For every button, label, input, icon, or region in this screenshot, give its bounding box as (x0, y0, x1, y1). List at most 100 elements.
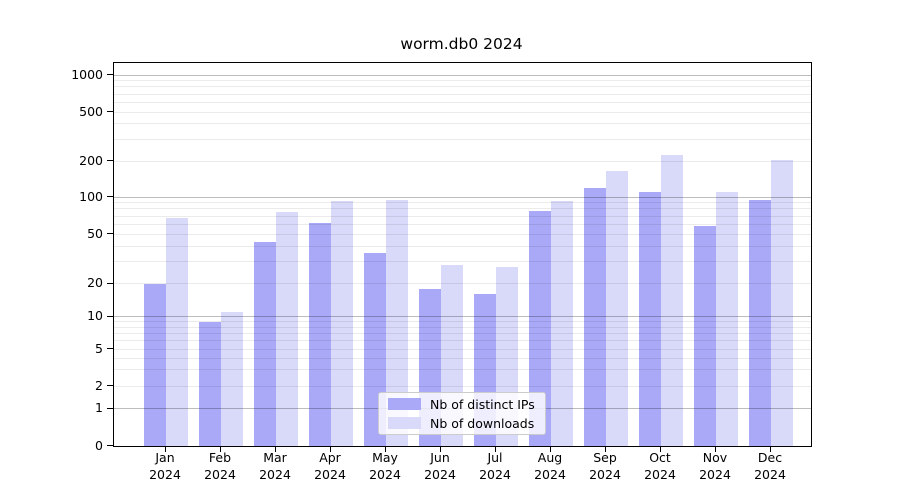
legend-label-distinct-ips: Nb of distinct IPs (430, 396, 535, 412)
x-axis-tick-label: Jul 2024 (479, 450, 511, 482)
x-axis-tick-label: Oct 2024 (644, 450, 676, 482)
x-axis-tick-mark (330, 446, 331, 452)
gridline-minor (114, 101, 811, 103)
gridline-minor (114, 321, 811, 323)
gridline-major (114, 74, 811, 76)
gridline-minor (114, 202, 811, 204)
gridline-minor (114, 111, 811, 113)
gridline-minor (114, 332, 811, 334)
legend-label-downloads: Nb of downloads (430, 415, 535, 431)
gridline-minor (114, 223, 811, 225)
x-axis-tick-mark (385, 446, 386, 452)
y-axis-tick-mark (107, 111, 113, 112)
gridline-minor (114, 138, 811, 140)
y-axis-tick-label: 0 (95, 437, 103, 453)
bar-distinct-ips (199, 321, 221, 446)
gridline-minor (114, 348, 811, 350)
x-axis-tick-mark (440, 446, 441, 452)
bar-downloads (661, 154, 683, 446)
x-axis-tick-mark (165, 446, 166, 452)
y-axis-tick-mark (107, 315, 113, 317)
y-axis-tick-label: 2 (95, 377, 103, 393)
y-axis-tick-mark (107, 385, 113, 386)
bar-distinct-ips (254, 242, 276, 446)
y-axis-tick-mark (107, 196, 113, 197)
bar-distinct-ips (144, 283, 166, 446)
gridline-minor (114, 86, 811, 88)
bar-downloads (276, 212, 298, 446)
gridline-minor (114, 80, 811, 82)
x-axis-tick-label: Jun 2024 (424, 450, 456, 482)
x-axis-tick-mark (770, 446, 771, 452)
x-axis-tick-label: Aug 2024 (534, 450, 566, 482)
bar-distinct-ips (529, 210, 551, 446)
y-axis-tick-label: 200 (79, 152, 103, 168)
bar-downloads (166, 217, 188, 446)
y-axis-tick-label: 50 (87, 225, 103, 241)
x-axis-tick-label: Apr 2024 (314, 450, 346, 482)
bar-distinct-ips (749, 200, 771, 446)
y-axis-tick-mark (107, 282, 113, 284)
gridline-minor (114, 340, 811, 342)
x-axis-tick-label: Jan 2024 (149, 450, 181, 482)
bar-downloads (221, 312, 243, 446)
legend-item-downloads: Nb of downloads (379, 416, 545, 431)
y-axis-tick-mark (107, 348, 113, 350)
y-axis-tick-label: 1 (95, 400, 103, 416)
y-axis-tick-mark (107, 233, 113, 234)
y-axis-tick-label: 5 (95, 340, 103, 356)
gridline-minor (114, 357, 811, 359)
bar-distinct-ips (694, 226, 716, 446)
gridline-minor (114, 160, 811, 162)
y-axis-tick-mark (107, 160, 113, 161)
bar-distinct-ips (584, 187, 606, 446)
gridline-minor (114, 385, 811, 387)
gridline-minor (114, 261, 811, 263)
x-axis-tick-label: Feb 2024 (204, 450, 236, 482)
y-axis-tick-label: 10 (87, 308, 103, 324)
y-axis-tick-mark (107, 445, 113, 446)
bar-downloads (606, 171, 628, 446)
gridline-minor (114, 208, 811, 210)
x-axis-tick-mark (275, 446, 276, 452)
x-axis-tick-mark (715, 446, 716, 452)
bar-distinct-ips (309, 222, 331, 446)
chart-title: worm.db0 2024 (400, 35, 523, 53)
bar-downloads (551, 201, 573, 446)
y-axis-tick-mark (107, 407, 113, 409)
legend-swatch-distinct-ips-icon (388, 398, 421, 410)
gridline-minor (114, 283, 811, 285)
x-axis-tick-label: Sep 2024 (589, 450, 621, 482)
y-axis-tick-label: 1000 (71, 66, 103, 82)
y-axis-tick-label: 500 (79, 103, 103, 119)
gridline-minor (114, 369, 811, 371)
x-axis-tick-mark (220, 446, 221, 452)
x-axis-tick-mark (495, 446, 496, 452)
x-axis-tick-mark (550, 446, 551, 452)
bar-downloads (331, 201, 353, 446)
legend-item-distinct-ips: Nb of distinct IPs (379, 397, 545, 412)
x-axis-tick-label: Nov 2024 (699, 450, 731, 482)
y-axis-tick-mark (107, 74, 113, 75)
legend: Nb of distinct IPs Nb of downloads (378, 392, 546, 435)
gridline-major (114, 316, 811, 318)
y-axis-tick-label: 20 (87, 275, 103, 291)
gridline-minor (114, 215, 811, 217)
gridline-minor (114, 233, 811, 235)
x-axis-tick-label: Dec 2024 (754, 450, 786, 482)
y-axis-tick-label: 100 (79, 188, 103, 204)
gridline-minor (114, 245, 811, 247)
x-axis-tick-label: May 2024 (369, 450, 401, 482)
bar-distinct-ips (639, 192, 661, 446)
bar-downloads (716, 192, 738, 446)
gridline-minor (114, 123, 811, 125)
x-axis-tick-label: Mar 2024 (259, 450, 291, 482)
bar-downloads (771, 159, 793, 446)
plot-area (113, 62, 812, 447)
bar-downloads (386, 200, 408, 446)
gridline-minor (114, 93, 811, 95)
x-axis-tick-mark (605, 446, 606, 452)
gridline-major (114, 196, 811, 198)
gridline-minor (114, 326, 811, 328)
